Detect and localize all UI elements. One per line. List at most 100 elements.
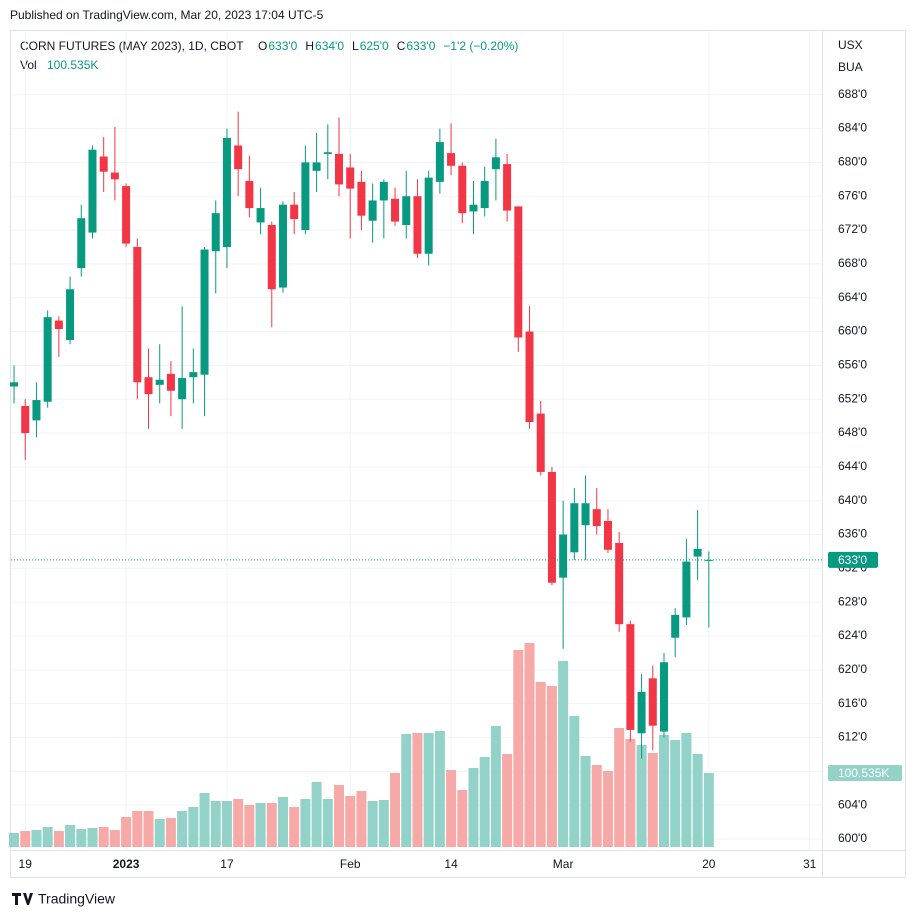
y-tick-label: 624'0 <box>838 628 867 642</box>
candle-body <box>704 559 713 561</box>
volume-bar <box>569 715 580 847</box>
volume-bar <box>625 738 636 847</box>
volume-bar <box>535 681 546 847</box>
candle-body <box>648 678 657 726</box>
y-tick-label: 600'0 <box>838 831 867 845</box>
candle-body <box>245 181 254 209</box>
volume-bar <box>65 824 76 847</box>
volume-bar <box>31 829 42 847</box>
volume-bar <box>177 810 188 847</box>
y-tick-label: 612'0 <box>838 730 867 744</box>
volume-bar <box>367 800 378 847</box>
volume-bar <box>277 796 288 847</box>
candle-body <box>88 149 97 233</box>
ohlc-key: O <box>258 39 267 53</box>
candle-body <box>391 198 400 222</box>
candle-body <box>77 218 86 269</box>
y-tick-label: 668'0 <box>838 256 867 270</box>
volume-bar <box>345 795 356 847</box>
y-tick-label: 660'0 <box>838 324 867 338</box>
candle-body <box>547 471 556 583</box>
ohlc-value: 633'0 <box>406 39 435 53</box>
volume-bar <box>457 789 468 847</box>
y-tick-label: 640'0 <box>838 493 867 507</box>
y-tick-label: 676'0 <box>838 188 867 202</box>
y-tick-label: 688'0 <box>838 87 867 101</box>
ohlc-key: H <box>305 39 314 53</box>
volume-bar <box>681 732 692 847</box>
candle-body <box>66 289 75 341</box>
candle-body <box>122 186 131 244</box>
x-tick-label: 19 <box>19 857 33 871</box>
volume-bar <box>76 829 87 847</box>
candle-body <box>278 204 287 288</box>
candle-body <box>290 204 299 220</box>
volume-bar <box>546 686 557 847</box>
volume-bar <box>468 767 479 847</box>
candle-body <box>222 137 231 247</box>
candle-body <box>424 177 433 254</box>
candle-body <box>234 145 243 170</box>
candle-body <box>469 204 478 212</box>
published-note: Published on TradingView.com, Mar 20, 20… <box>10 8 324 22</box>
change: −1'2 (−0.20%) <box>443 39 518 53</box>
candle-body <box>166 373 175 391</box>
price-tag-label: 633'0 <box>838 553 867 567</box>
volume-bar <box>199 793 210 847</box>
candle-body <box>435 142 444 182</box>
y-tick-label: 644'0 <box>838 459 867 473</box>
candle-body <box>693 548 702 557</box>
candle-body <box>525 331 534 423</box>
y-tick-label: 628'0 <box>838 594 867 608</box>
price-tag <box>828 551 878 568</box>
volume-bar <box>434 730 445 847</box>
volume-bar <box>446 770 457 847</box>
x-tick-label: 20 <box>702 857 716 871</box>
candle-body <box>491 157 500 170</box>
candle-body <box>581 503 590 526</box>
grid <box>11 31 822 850</box>
y-tick-label: 648'0 <box>838 425 867 439</box>
ohlc-value: 634'0 <box>315 39 344 53</box>
volume-bar <box>490 725 501 847</box>
ohlc-key: L <box>352 39 359 53</box>
brand-logo <box>12 893 33 905</box>
y-tick-label: 680'0 <box>838 155 867 169</box>
volume-tag <box>828 764 902 781</box>
volume-bar <box>602 771 613 847</box>
candle-body <box>99 156 108 172</box>
volume-bar <box>53 830 64 847</box>
volume-bar <box>289 807 300 847</box>
candle-body <box>615 542 624 625</box>
candle-body <box>335 153 344 185</box>
volume-bar <box>9 833 20 847</box>
volume-bar <box>647 752 658 847</box>
volume-bar <box>20 830 31 847</box>
x-tick-label: 17 <box>220 857 234 871</box>
volume-bar <box>165 817 176 847</box>
candle-body <box>637 691 646 734</box>
x-tick-label: Feb <box>340 857 361 871</box>
volume-bar <box>210 800 221 847</box>
candle-body <box>357 181 366 216</box>
y-tick-label: 636'0 <box>838 527 867 541</box>
volume-tag-label: 100.535K <box>838 766 889 780</box>
unit-label: USX <box>838 38 863 52</box>
candle-body <box>503 164 512 211</box>
volume-bar <box>513 649 524 847</box>
x-tick-label: 14 <box>444 857 458 871</box>
volume-bar <box>42 827 53 847</box>
ohlc-value: 625'0 <box>360 39 389 53</box>
candle-body <box>32 400 41 421</box>
candle-body <box>659 662 668 732</box>
candle-body <box>21 405 30 434</box>
volume-bar <box>87 828 98 847</box>
volume-bar <box>658 735 669 847</box>
candle-body <box>346 167 355 189</box>
candle-body <box>155 379 164 385</box>
volume-bar <box>266 802 277 847</box>
volume-bar <box>221 800 232 847</box>
candle-body <box>200 249 209 375</box>
candle-body <box>413 196 422 254</box>
